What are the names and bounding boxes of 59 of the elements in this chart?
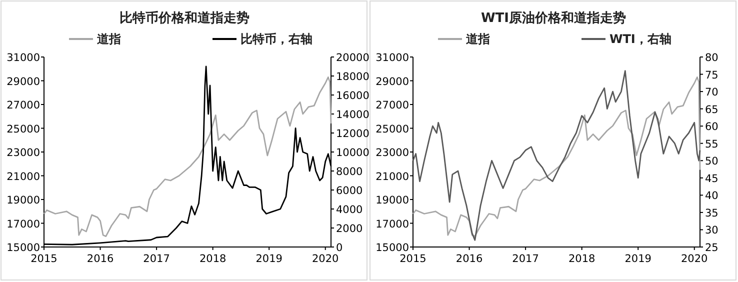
y2-tick-label: 35 [705, 207, 718, 220]
y2-tick-label: 75 [705, 69, 718, 82]
y-tick-label: 29000 [376, 76, 409, 88]
y-tick-label: 27000 [6, 100, 40, 112]
y-tick-label: 23000 [6, 147, 40, 159]
y-tick-label: 23000 [376, 147, 409, 159]
x-tick-label: 2020 [312, 253, 339, 265]
y-tick-label: 31000 [6, 52, 40, 64]
chart-title: 比特币价格和道指走势 [120, 10, 250, 26]
y-tick-label: 31000 [376, 52, 409, 64]
x-tick-label: 2019 [624, 253, 652, 265]
legend-label: 道指 [96, 32, 121, 46]
y-tick-label: 25000 [6, 123, 40, 136]
x-tick-label: 2019 [256, 253, 282, 265]
x-tick-label: 2018 [568, 253, 596, 265]
y-tick-label: 21000 [376, 170, 409, 183]
y-tick-label: 29000 [6, 76, 40, 88]
y2-tick-label: 30 [705, 224, 718, 237]
y2-tick-label: 14000 [336, 109, 370, 121]
y2-tick-label: 20000 [336, 52, 370, 64]
y2-tick-label: 70 [705, 86, 718, 99]
y2-tick-label: 65 [705, 104, 718, 116]
y2-tick-label: 2000 [336, 223, 363, 235]
y-tick-label: 27000 [376, 100, 409, 112]
y-tick-label: 15000 [6, 242, 40, 254]
chart-title: WTI原油价格和道指走势 [480, 10, 626, 26]
y2-tick-label: 55 [705, 138, 718, 150]
y2-tick-label: 40 [705, 190, 718, 202]
x-tick-label: 2015 [30, 253, 58, 265]
y-tick-label: 17000 [376, 218, 409, 230]
y-tick-label: 19000 [6, 194, 40, 206]
y2-tick-label: 4000 [336, 204, 363, 216]
y-tick-label: 19000 [376, 194, 409, 206]
y2-tick-label: 12000 [336, 128, 370, 140]
legend-label: 道指 [465, 32, 490, 46]
y2-tick-label: 10000 [336, 147, 370, 159]
x-tick-label: 2017 [512, 253, 539, 265]
y-tick-label: 17000 [6, 218, 40, 230]
x-tick-label: 2018 [199, 253, 226, 265]
x-tick-label: 2016 [456, 253, 483, 265]
y2-tick-label: 18000 [336, 71, 370, 83]
x-tick-label: 2015 [400, 253, 426, 265]
y2-tick-label: 45 [705, 172, 718, 185]
y2-tick-label: 6000 [336, 185, 363, 197]
y2-tick-label: 25 [705, 242, 718, 254]
y2-tick-label: 80 [705, 52, 718, 64]
y2-tick-label: 0 [336, 242, 343, 254]
y-tick-label: 25000 [376, 123, 409, 136]
y-tick-label: 21000 [6, 170, 40, 183]
y-tick-label: 15000 [376, 242, 409, 254]
x-tick-label: 2020 [681, 253, 708, 265]
y2-tick-label: 50 [705, 156, 718, 168]
y2-tick-label: 8000 [336, 166, 363, 178]
x-tick-label: 2017 [143, 253, 170, 265]
legend-label: WTI，右轴 [610, 32, 672, 46]
legend-label: 比特币，右轴 [240, 32, 312, 46]
x-tick-label: 2016 [86, 253, 114, 265]
y2-tick-label: 16000 [336, 90, 370, 102]
y2-tick-label: 60 [705, 121, 718, 134]
